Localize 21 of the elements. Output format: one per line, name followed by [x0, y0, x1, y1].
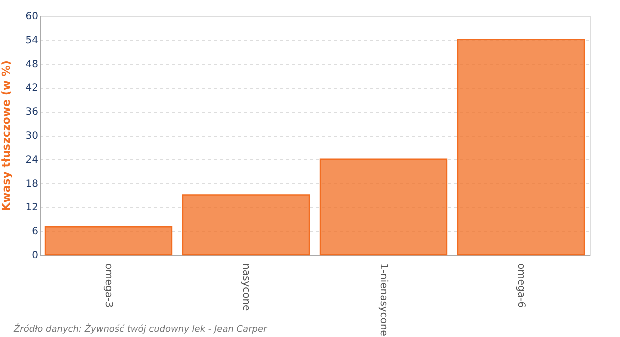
bar — [44, 226, 173, 256]
bar — [457, 39, 586, 256]
x-tick-label: 1-nienasycone — [378, 264, 389, 336]
bar — [320, 158, 448, 256]
text: Źródło danych: Żywność twój cudowny lek - Jean Carper — [14, 325, 268, 335]
bar — [182, 194, 310, 256]
y-tick-label: 48 — [26, 59, 38, 70]
y-tick-label: 18 — [26, 178, 38, 190]
x-tick-label: omega-3 — [102, 264, 114, 308]
y-tick-label: 12 — [26, 202, 38, 214]
y-tick-label: 30 — [26, 131, 38, 142]
y-tick-label: 54 — [26, 35, 38, 46]
x-tick-label: omega-6 — [515, 264, 526, 308]
y-tick-label: 36 — [26, 107, 38, 118]
y-tick-label: 42 — [26, 83, 38, 94]
x-tick-label: nasycone — [240, 264, 252, 312]
y-tick-label: 0 — [32, 250, 38, 262]
y-axis-title: Kwasy tłuszczowe (w %) — [0, 60, 13, 212]
y-tick-label: 60 — [26, 12, 38, 22]
y-tick-label: 6 — [32, 226, 38, 238]
y-tick-label: 24 — [26, 154, 38, 166]
